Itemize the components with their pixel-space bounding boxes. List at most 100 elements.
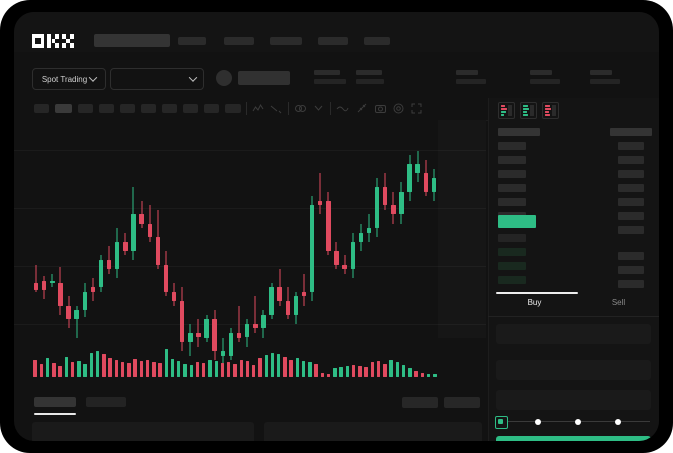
bottom-panel-right[interactable] <box>264 422 482 441</box>
chart-tab-active-underline <box>34 413 76 415</box>
tab-buy[interactable]: Buy <box>527 298 542 307</box>
ticker-stat-4 <box>530 70 560 84</box>
candle <box>431 168 437 201</box>
volume-bar <box>408 368 412 377</box>
pair-selector[interactable] <box>110 68 204 90</box>
okx-logo[interactable] <box>32 34 76 48</box>
submit-buy-button[interactable] <box>496 436 651 441</box>
orderbook-row[interactable] <box>498 234 526 242</box>
candle <box>74 305 79 338</box>
candle <box>212 310 217 361</box>
volume-bar <box>220 363 225 377</box>
orderbook-mode-both[interactable] <box>498 102 515 119</box>
orderbook-row[interactable] <box>498 198 526 206</box>
timeframe-1[interactable] <box>34 104 49 113</box>
timeframe-9[interactable] <box>204 104 219 113</box>
timeframe-3[interactable] <box>78 104 93 113</box>
volume-bar <box>120 361 125 377</box>
amount-field[interactable] <box>496 360 651 380</box>
amount-slider-track[interactable] <box>498 421 650 422</box>
amount-slider-handle[interactable] <box>495 416 508 429</box>
timeframe-4[interactable] <box>99 104 114 113</box>
chart-action-1[interactable] <box>402 397 438 408</box>
compare-icon[interactable] <box>294 102 307 115</box>
volume-bar <box>314 364 318 377</box>
candle <box>155 209 161 270</box>
volume-bar <box>401 365 406 377</box>
toolbar-divider <box>330 102 331 115</box>
volume-bar <box>64 356 69 377</box>
tab-sell[interactable]: Sell <box>611 298 626 307</box>
orderbook-row[interactable] <box>498 156 526 164</box>
timeframe-8[interactable] <box>183 104 198 113</box>
volume-bar <box>227 361 231 377</box>
settings-icon[interactable] <box>392 102 405 115</box>
bottom-panel-left[interactable] <box>32 422 254 441</box>
price-chart[interactable] <box>14 120 486 388</box>
app-header <box>14 12 659 52</box>
candle <box>415 150 420 183</box>
volume-bar <box>351 365 356 377</box>
market-type-dropdown[interactable]: Spot Trading <box>32 68 106 90</box>
volume-bar <box>339 367 343 377</box>
search-input[interactable] <box>94 34 170 47</box>
orderbook-row[interactable] <box>498 276 526 284</box>
timeframe-10[interactable] <box>225 104 241 113</box>
volume-bar <box>102 354 106 377</box>
volume-bar <box>420 372 425 377</box>
volume-bar <box>39 364 44 377</box>
chart-overlay-region <box>438 120 486 338</box>
timeframe-5[interactable] <box>120 104 135 113</box>
timeframe-6[interactable] <box>141 104 156 113</box>
volume-chart <box>14 337 486 389</box>
chart-tab-2[interactable] <box>86 397 126 407</box>
timeframe-7[interactable] <box>162 104 177 113</box>
volume-bar <box>383 364 387 377</box>
app-screen: Spot Trading <box>14 12 659 441</box>
candle <box>147 205 152 242</box>
nav-item-5[interactable] <box>364 37 390 45</box>
orderbook-mode-bids[interactable] <box>520 102 537 119</box>
volume-bar <box>277 354 281 377</box>
orderbook-row[interactable] <box>498 262 526 270</box>
chart-action-2[interactable] <box>444 397 480 408</box>
candle <box>301 273 307 306</box>
volume-bar <box>70 361 75 377</box>
orderbook-row[interactable] <box>498 248 526 256</box>
indicators-icon[interactable] <box>252 102 265 115</box>
nav-item-1[interactable] <box>178 37 206 45</box>
chart-tab-1[interactable] <box>34 397 76 407</box>
nav-item-3[interactable] <box>270 37 302 45</box>
volume-bar <box>295 357 300 377</box>
volume-bar <box>370 361 375 377</box>
nav-item-4[interactable] <box>318 37 348 45</box>
timeframe-2[interactable] <box>55 104 72 113</box>
slider-stop-25[interactable] <box>535 418 541 425</box>
orderbook-row-value <box>618 184 644 192</box>
orderbook-row[interactable] <box>498 184 526 192</box>
orderbook-row-value <box>618 198 644 206</box>
price-field[interactable] <box>496 324 651 344</box>
volume-bar <box>301 360 306 377</box>
slider-stop-50[interactable] <box>575 418 581 425</box>
candle <box>366 214 372 242</box>
volume-bar <box>345 366 350 377</box>
chart-type-icon[interactable] <box>312 102 325 115</box>
trend-line-icon[interactable] <box>270 102 283 115</box>
orderbook-mode-asks[interactable] <box>542 102 559 119</box>
candle <box>58 266 63 315</box>
nav-item-2[interactable] <box>224 37 254 45</box>
measure-icon[interactable] <box>356 102 369 115</box>
candle <box>139 200 144 229</box>
pair-avatar <box>216 70 232 86</box>
slider-stop-75[interactable] <box>615 418 621 425</box>
camera-icon[interactable] <box>374 102 387 115</box>
orderbook-row[interactable] <box>498 170 526 178</box>
fullscreen-icon[interactable] <box>410 102 423 115</box>
wave-icon[interactable] <box>336 102 349 115</box>
volume-bar <box>45 357 50 377</box>
total-field[interactable] <box>496 390 651 410</box>
candle <box>374 177 380 238</box>
candle <box>98 255 104 292</box>
orderbook-row[interactable] <box>498 142 526 150</box>
